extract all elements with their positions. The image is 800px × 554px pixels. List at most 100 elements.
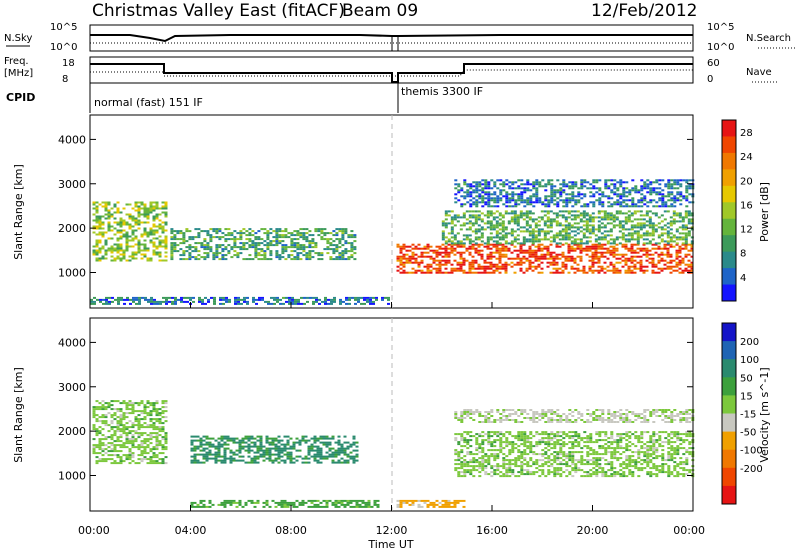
heatmap-cell bbox=[636, 247, 640, 250]
heatmap-cell bbox=[679, 193, 683, 196]
y-tick-label: 2000 bbox=[58, 222, 86, 235]
heatmap-cell bbox=[597, 259, 601, 262]
heatmap-cell bbox=[107, 442, 111, 445]
heatmap-cell bbox=[120, 296, 123, 299]
heatmap-cell bbox=[502, 457, 506, 460]
heatmap-cell bbox=[547, 469, 551, 472]
heatmap-cell bbox=[454, 437, 458, 440]
heatmap-cell bbox=[475, 187, 479, 190]
heatmap-cell bbox=[646, 191, 650, 194]
heatmap-cell bbox=[477, 267, 481, 270]
heatmap-cell bbox=[408, 261, 412, 264]
heatmap-cell bbox=[408, 245, 412, 248]
heatmap-cell bbox=[444, 261, 448, 264]
heatmap-cell bbox=[348, 302, 351, 305]
heatmap-cell bbox=[214, 453, 218, 456]
heatmap-cell bbox=[540, 261, 544, 264]
heatmap-cell bbox=[459, 216, 463, 219]
heatmap-cell bbox=[690, 255, 694, 258]
power-cells bbox=[90, 179, 695, 305]
heatmap-cell bbox=[122, 251, 126, 254]
heatmap-cell bbox=[564, 228, 568, 231]
heatmap-cell bbox=[272, 240, 276, 243]
heatmap-cell bbox=[526, 189, 530, 192]
heatmap-cell bbox=[149, 205, 153, 208]
heatmap-cell bbox=[675, 269, 679, 272]
heatmap-cell bbox=[340, 499, 344, 502]
heatmap-cell bbox=[295, 449, 299, 452]
heatmap-cell bbox=[457, 467, 461, 470]
heatmap-cell bbox=[219, 296, 222, 299]
heatmap-cell bbox=[505, 439, 509, 442]
heatmap-cell bbox=[592, 205, 596, 208]
heatmap-cell bbox=[529, 189, 533, 192]
heatmap-cell bbox=[612, 218, 616, 221]
heatmap-cell bbox=[300, 296, 303, 299]
heatmap-cell bbox=[131, 225, 135, 228]
heatmap-cell bbox=[307, 451, 311, 454]
heatmap-cell bbox=[203, 230, 207, 233]
heatmap-cell bbox=[179, 258, 183, 261]
heatmap-cell bbox=[308, 240, 312, 243]
heatmap-cell bbox=[325, 499, 329, 502]
heatmap-cell bbox=[173, 242, 177, 245]
heatmap-cell bbox=[607, 185, 611, 188]
heatmap-cell bbox=[152, 231, 156, 234]
heatmap-cell bbox=[405, 261, 409, 264]
heatmap-cell bbox=[355, 459, 359, 462]
heatmap-cell bbox=[508, 185, 512, 188]
heatmap-cell bbox=[182, 250, 186, 253]
heatmap-cell bbox=[648, 253, 652, 256]
heatmap-cell bbox=[277, 457, 281, 460]
heatmap-cell bbox=[227, 232, 231, 235]
heatmap-cell bbox=[450, 251, 454, 254]
heatmap-cell bbox=[98, 420, 102, 423]
heatmap-cell bbox=[555, 261, 559, 264]
heatmap-cell bbox=[221, 250, 225, 253]
heatmap-cell bbox=[156, 300, 159, 303]
heatmap-cell bbox=[164, 462, 168, 465]
heatmap-cell bbox=[538, 197, 542, 200]
heatmap-cell bbox=[511, 435, 515, 438]
heatmap-cell bbox=[555, 242, 559, 245]
heatmap-cell bbox=[549, 226, 553, 229]
heatmap-cell bbox=[519, 257, 523, 260]
heatmap-cell bbox=[444, 218, 448, 221]
heatmap-cell bbox=[600, 236, 604, 239]
heatmap-cell bbox=[633, 232, 637, 235]
heatmap-cell bbox=[610, 191, 614, 194]
heatmap-cell bbox=[481, 443, 485, 446]
heatmap-cell bbox=[310, 499, 314, 502]
heatmap-cell bbox=[514, 475, 518, 478]
heatmap-cell bbox=[633, 218, 637, 221]
heatmap-cell bbox=[528, 253, 532, 256]
heatmap-cell bbox=[201, 298, 204, 301]
heatmap-cell bbox=[523, 469, 527, 472]
heatmap-cell bbox=[220, 435, 224, 438]
heatmap-cell bbox=[633, 271, 637, 274]
heatmap-cell bbox=[450, 249, 454, 252]
heatmap-cell bbox=[630, 234, 634, 237]
heatmap-cell bbox=[603, 247, 607, 250]
heatmap-cell bbox=[170, 238, 174, 241]
heatmap-cell bbox=[128, 404, 132, 407]
heatmap-cell bbox=[636, 238, 640, 241]
heatmap-cell bbox=[319, 437, 323, 440]
heatmap-cell bbox=[333, 298, 336, 301]
heatmap-cell bbox=[487, 187, 491, 190]
heatmap-cell bbox=[243, 296, 246, 299]
heatmap-cell bbox=[217, 451, 221, 454]
heatmap-cell bbox=[311, 246, 315, 249]
heatmap-cell bbox=[508, 201, 512, 204]
heatmap-cell bbox=[555, 253, 559, 256]
heatmap-cell bbox=[553, 457, 557, 460]
heatmap-cell bbox=[161, 446, 165, 449]
heatmap-cell bbox=[501, 220, 505, 223]
heatmap-cell bbox=[487, 441, 491, 444]
heatmap-cell bbox=[607, 205, 611, 208]
heatmap-cell bbox=[592, 195, 596, 198]
heatmap-cell bbox=[140, 452, 144, 455]
heatmap-cell bbox=[550, 199, 554, 202]
heatmap-cell bbox=[143, 456, 147, 459]
heatmap-cell bbox=[520, 201, 524, 204]
